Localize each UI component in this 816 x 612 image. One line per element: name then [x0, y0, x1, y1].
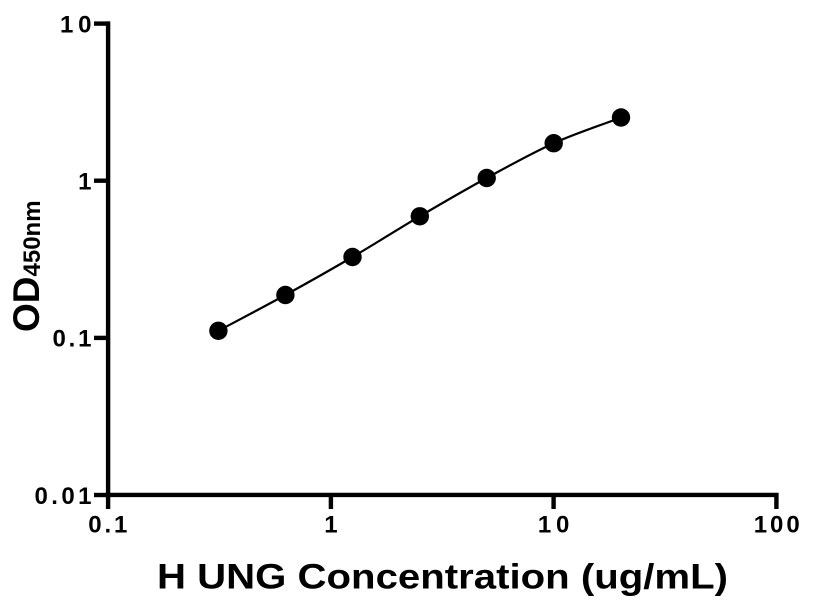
svg-text:0.1: 0.1	[53, 326, 92, 353]
svg-text:100: 100	[754, 512, 800, 539]
svg-text:OD450nm: OD450nm	[6, 200, 47, 332]
svg-text:0.1: 0.1	[88, 512, 127, 539]
svg-text:0.01: 0.01	[35, 483, 92, 510]
svg-text:1: 1	[324, 512, 337, 539]
svg-text:H UNG Concentration (ug/mL): H UNG Concentration (ug/mL)	[157, 558, 728, 597]
svg-text:1: 1	[78, 169, 91, 196]
